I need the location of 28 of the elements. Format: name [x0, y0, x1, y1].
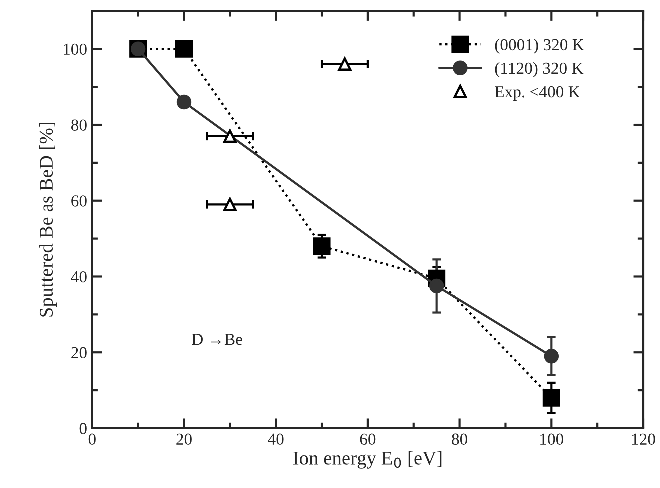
x-tick-label: 0 [88, 434, 96, 446]
y-tick-label: 20 [72, 347, 87, 359]
x-tick-label: 40 [268, 434, 284, 446]
y-tick-label: 60 [72, 196, 87, 207]
legend-label: Exp. <400 K [495, 86, 580, 102]
x-tick-label: 80 [452, 434, 468, 446]
annotation: D →Be [192, 334, 242, 346]
point [338, 58, 352, 71]
legend-label: (1120) 320 K [495, 62, 584, 78]
point [176, 40, 193, 58]
x-tick-label: 100 [540, 434, 564, 446]
point [542, 389, 560, 407]
y-tick-label: 100 [64, 44, 87, 56]
point [224, 130, 237, 144]
y-tick-label: 40 [71, 271, 87, 283]
point [176, 94, 192, 110]
y-tick-label: 0 [80, 423, 87, 434]
x-tick-label: 60 [360, 434, 376, 446]
x-tick-label: 20 [176, 434, 192, 446]
point [429, 278, 444, 294]
y-axis-title: Sputtered Be as BeD [%] [39, 123, 57, 317]
x-axis-title: Ion energy E$_{0}$ [eV] [294, 451, 442, 469]
x-tick-label: 120 [632, 434, 656, 446]
legend-label: (0001) 320 K [495, 38, 584, 54]
point [313, 238, 331, 256]
point [224, 198, 237, 212]
point [544, 349, 560, 364]
y-tick-label: 80 [72, 120, 87, 131]
